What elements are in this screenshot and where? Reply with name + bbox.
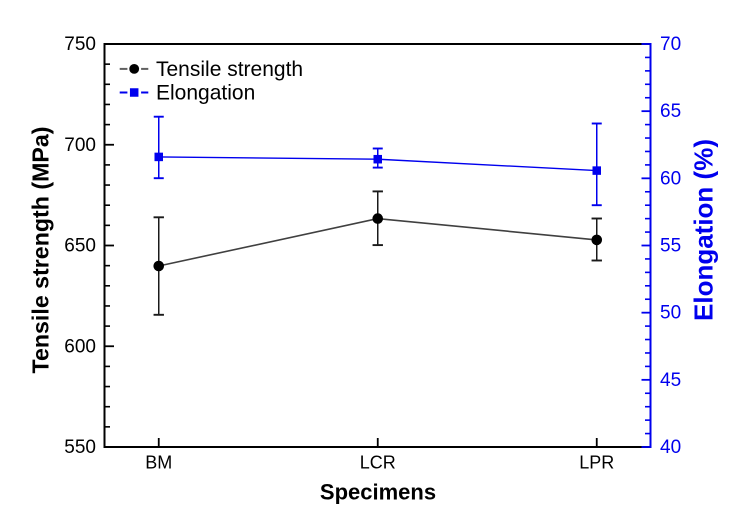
svg-text:600: 600: [64, 336, 96, 357]
svg-text:LCR: LCR: [360, 452, 396, 472]
svg-text:550: 550: [64, 437, 96, 458]
svg-text:45: 45: [660, 370, 681, 391]
svg-text:60: 60: [660, 168, 681, 189]
svg-text:Tensile strength (MPa): Tensile strength (MPa): [28, 127, 54, 374]
svg-text:50: 50: [660, 303, 681, 324]
svg-text:750: 750: [64, 34, 96, 55]
svg-text:40: 40: [660, 437, 681, 458]
svg-text:Elongation (%): Elongation (%): [689, 139, 719, 321]
svg-text:65: 65: [660, 101, 681, 122]
svg-text:Specimens: Specimens: [320, 480, 436, 505]
svg-text:BM: BM: [145, 452, 172, 472]
svg-text:LPR: LPR: [579, 452, 614, 472]
svg-text:Elongation: Elongation: [156, 81, 255, 104]
svg-text:650: 650: [64, 236, 96, 257]
svg-text:70: 70: [660, 34, 681, 55]
svg-text:Tensile strength: Tensile strength: [156, 58, 303, 81]
svg-text:55: 55: [660, 236, 681, 257]
svg-text:700: 700: [64, 135, 96, 156]
